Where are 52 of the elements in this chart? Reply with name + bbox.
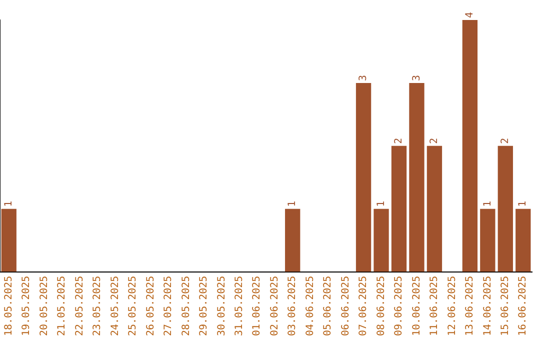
data-label: 2 — [500, 138, 511, 144]
x-tick-label: 05.06.2025 — [322, 276, 334, 336]
data-label: 1 — [482, 200, 494, 207]
bar — [285, 208, 300, 272]
bar — [374, 208, 389, 272]
bar — [516, 208, 531, 272]
bar — [426, 146, 442, 272]
x-tick-label: 09.06.2025 — [394, 276, 405, 336]
x-tick-label: 12.06.2025 — [446, 276, 458, 336]
data-label: 1 — [3, 200, 14, 207]
data-label: 3 — [358, 74, 370, 81]
bar — [356, 82, 372, 272]
x-tick-label: 11.06.2025 — [429, 276, 440, 336]
x-tick-label: 03.06.2025 — [287, 276, 298, 336]
bar — [391, 146, 407, 272]
x-tick-label: 15.06.2025 — [500, 276, 511, 336]
data-label: 2 — [394, 138, 405, 144]
x-tick-label: 02.06.2025 — [269, 276, 280, 336]
x-tick-label: 21.05.2025 — [56, 276, 68, 336]
bar — [480, 208, 496, 272]
data-label: 1 — [376, 200, 387, 207]
x-tick-label: 27.05.2025 — [163, 276, 174, 336]
x-tick-label: 28.05.2025 — [180, 276, 192, 336]
bar — [498, 146, 513, 272]
data-label: 4 — [464, 12, 476, 18]
x-tick-label: 04.06.2025 — [304, 276, 316, 336]
x-tick-label: 22.05.2025 — [74, 276, 86, 336]
x-tick-label: 25.05.2025 — [128, 276, 139, 336]
x-tick-label: 23.05.2025 — [92, 276, 104, 336]
x-tick-label: 19.05.2025 — [21, 276, 32, 336]
data-label: 1 — [287, 200, 298, 207]
x-tick-label: 29.05.2025 — [198, 276, 210, 336]
bar — [462, 20, 478, 272]
data-label: 3 — [411, 74, 422, 81]
x-tick-label: 30.05.2025 — [216, 276, 228, 336]
x-tick-label: 07.06.2025 — [358, 276, 370, 336]
x-tick-label: 14.06.2025 — [482, 276, 494, 336]
data-label: 2 — [429, 138, 440, 144]
data-label: 1 — [518, 200, 529, 207]
x-tick-label: 24.05.2025 — [110, 276, 121, 336]
bar — [1, 208, 16, 272]
x-tick-label: 10.06.2025 — [411, 276, 422, 336]
x-tick-label: 08.06.2025 — [376, 276, 387, 336]
x-tick-label: 01.06.2025 — [252, 276, 263, 336]
x-tick-label: 31.05.2025 — [234, 276, 245, 336]
x-tick-label: 18.05.2025 — [3, 276, 14, 336]
x-tick-label: 16.06.2025 — [518, 276, 529, 336]
x-tick-label: 20.05.2025 — [38, 276, 50, 336]
bar — [409, 82, 424, 272]
x-tick-label: 26.05.2025 — [145, 276, 156, 336]
x-tick-label: 13.06.2025 — [464, 276, 476, 336]
x-tick-label: 06.06.2025 — [340, 276, 352, 336]
